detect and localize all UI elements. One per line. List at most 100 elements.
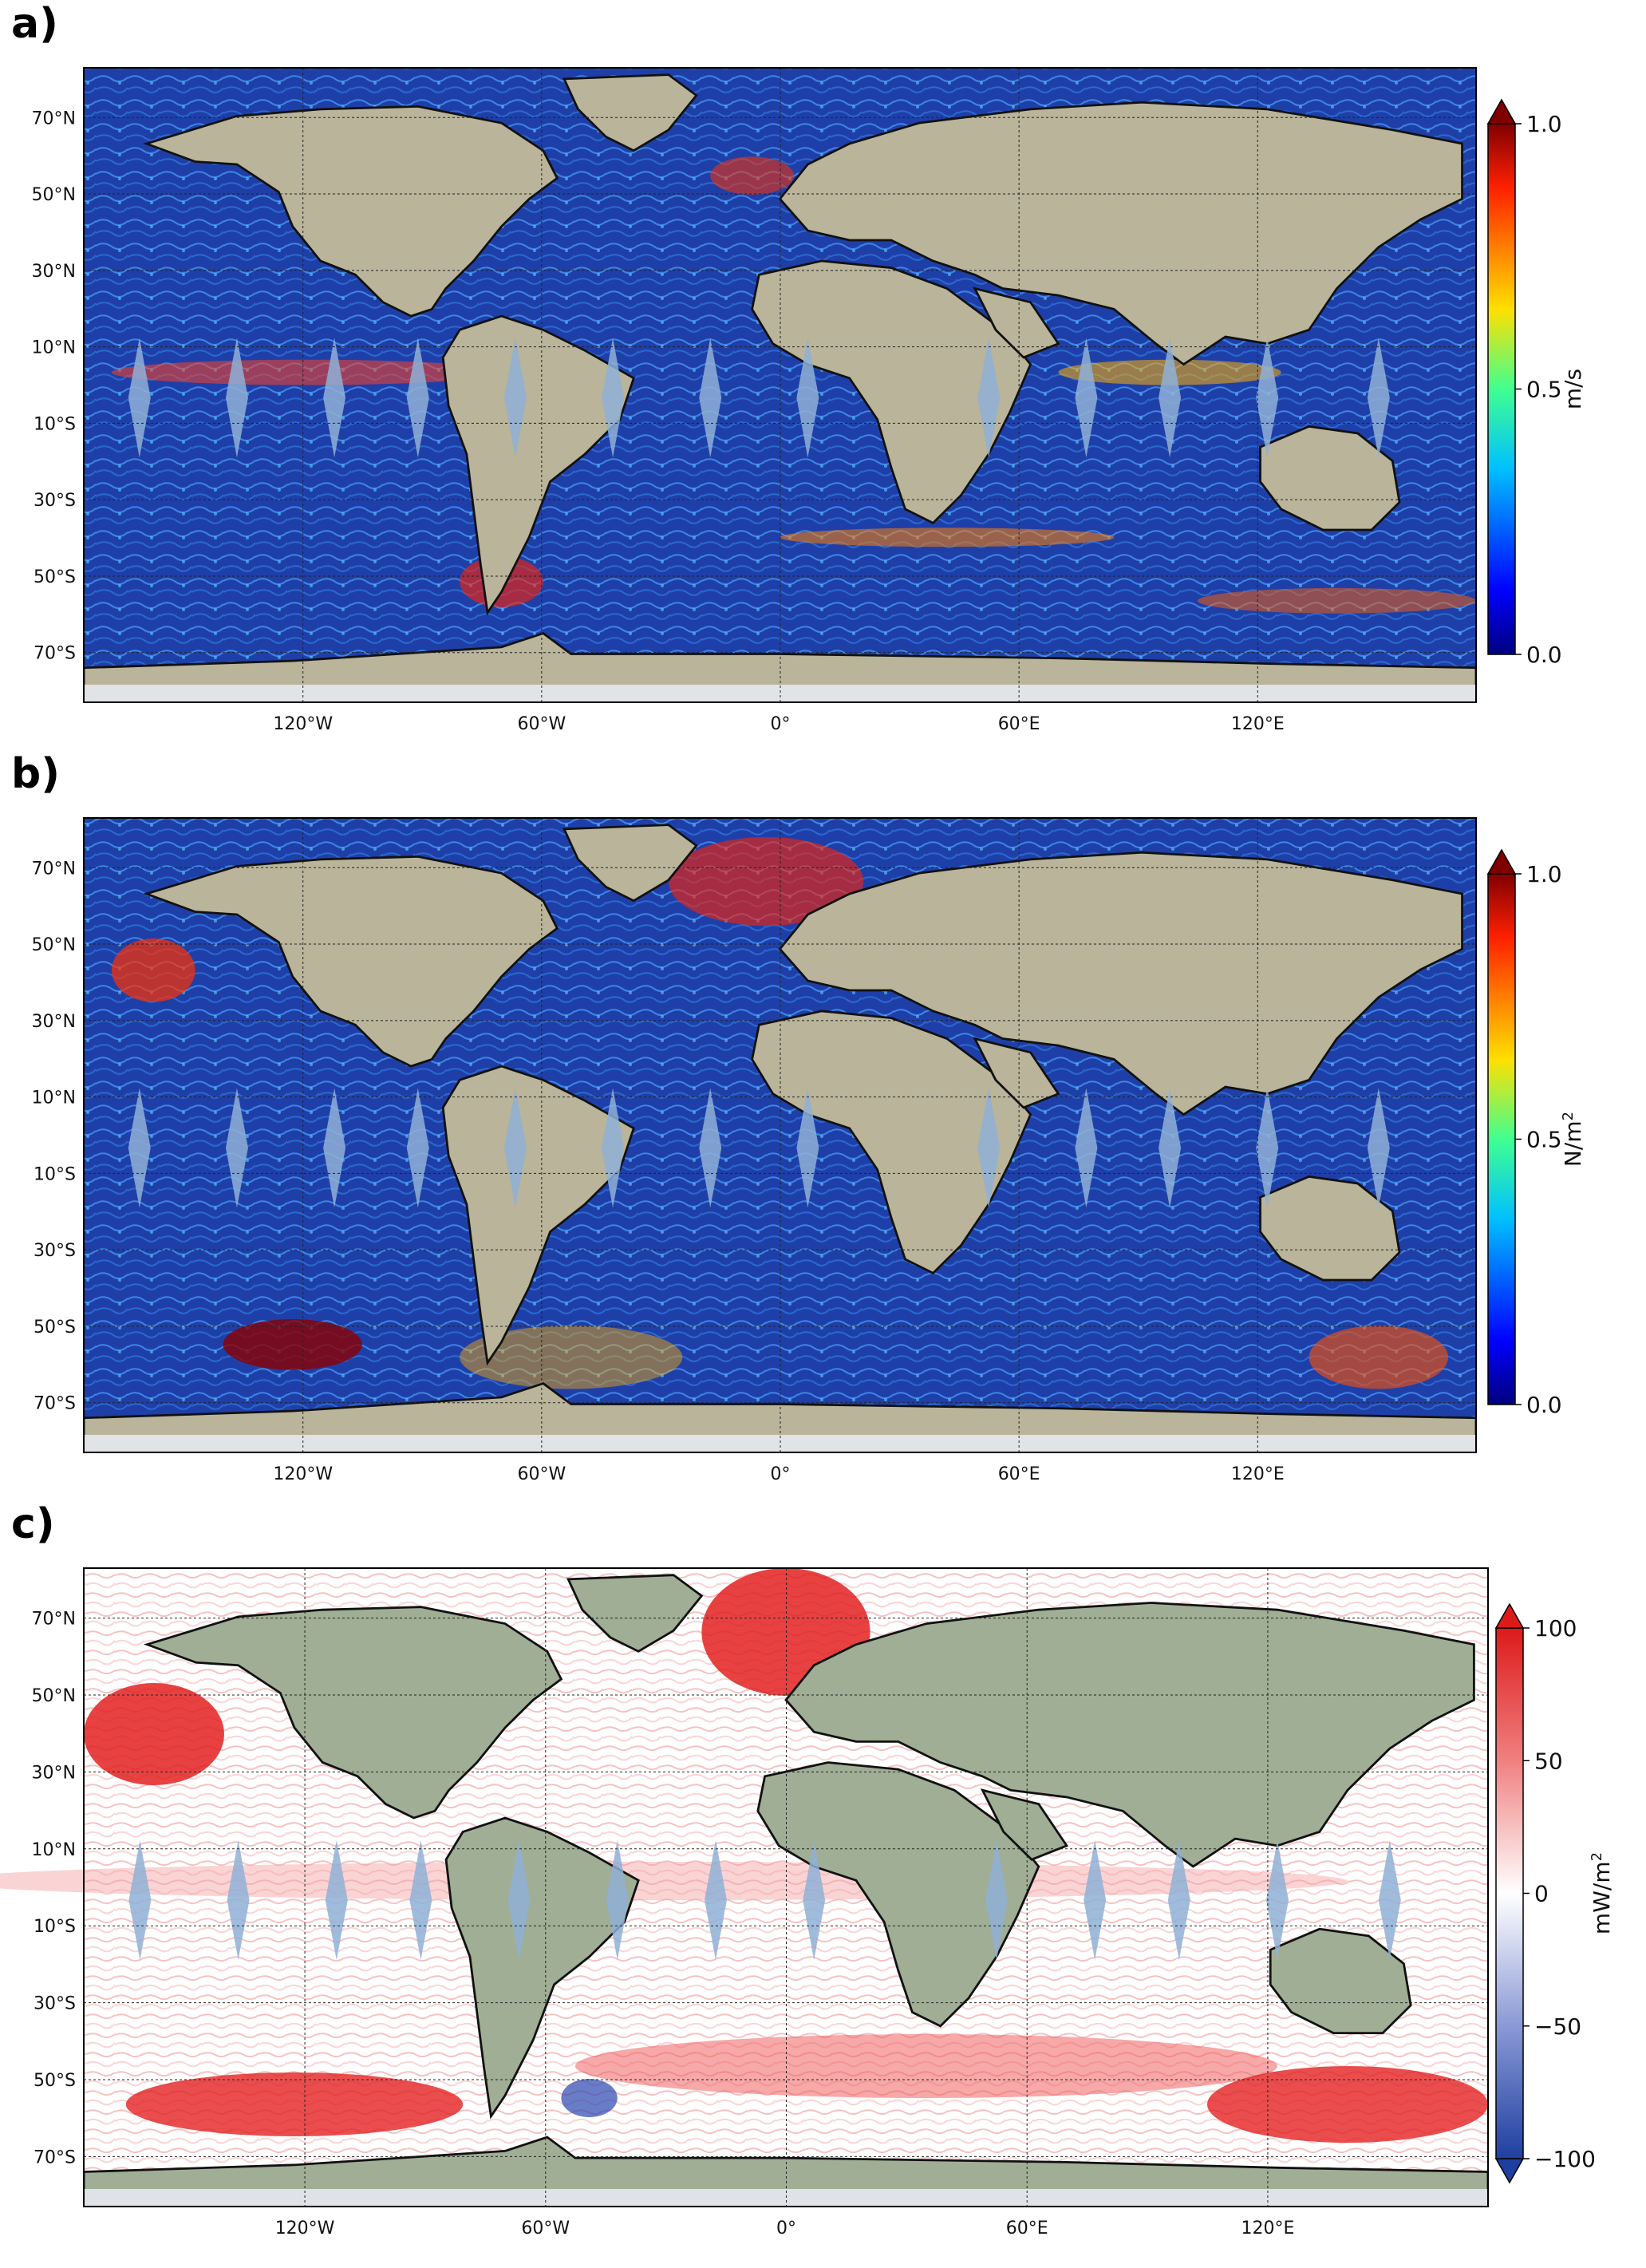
colorbar-tick-label: 50: [1534, 1748, 1563, 1774]
data-gap-swath: [977, 338, 1001, 458]
colorbar-tick-label: 1.0: [1526, 111, 1562, 137]
colorbar-unit-label: N/m2: [1560, 1112, 1587, 1167]
lon-tick-label: 60°E: [998, 1464, 1040, 1484]
data-gap-swath: [128, 1840, 152, 1960]
lon-tick-label: 60°W: [521, 2219, 570, 2238]
lat-tick-label: 50°S: [34, 2071, 76, 2091]
data-gap-swath: [1075, 1088, 1098, 1208]
lat-tick-label: 10°N: [32, 1840, 76, 1860]
data-gap-swath: [985, 1840, 1008, 1960]
data-gap-swath: [1159, 1088, 1182, 1208]
intensity-patch: [710, 156, 794, 195]
lon-tick-label: 120°W: [273, 1464, 333, 1484]
data-gap-swath: [602, 1088, 625, 1208]
colorbar-extend-min: [1494, 2158, 1525, 2184]
data-gap-swath: [225, 338, 248, 458]
data-gap-swath: [1167, 1840, 1190, 1960]
lon-tick-label: 0°: [770, 1464, 790, 1484]
map-frame: [83, 67, 1477, 703]
data-gap-swath: [409, 1840, 432, 1960]
intensity-patch: [223, 1319, 362, 1370]
lat-tick-label: 30°N: [32, 262, 76, 282]
intensity-patch: [0, 1862, 1348, 1900]
map-frame: [83, 1567, 1489, 2207]
data-gap-swath: [323, 1088, 346, 1208]
lat-tick-label: 10°S: [34, 1917, 76, 1937]
intensity-patch: [1198, 587, 1476, 614]
data-gap-swath: [1159, 338, 1182, 458]
data-gap-swath: [323, 338, 346, 458]
data-gap-swath: [796, 338, 819, 458]
lat-tick-label: 30°N: [32, 1763, 76, 1783]
colorbar-tick-label: −100: [1534, 2146, 1596, 2172]
colorbar-unit-label: m/s: [1560, 369, 1586, 409]
lat-tick-label: 30°S: [34, 1241, 76, 1261]
lon-tick-label: 120°W: [275, 2219, 335, 2238]
colorbar-tick-label: 0.0: [1526, 642, 1562, 668]
lon-tick-label: 60°W: [517, 1464, 566, 1484]
lat-tick-label: 70°N: [32, 1610, 76, 1630]
data-gap-swath: [503, 338, 527, 458]
lon-tick-label: 0°: [770, 714, 790, 734]
intensity-patch: [780, 527, 1115, 547]
lat-tick-label: 30°S: [34, 1994, 76, 2014]
lon-tick-label: 120°W: [273, 714, 333, 734]
map-panel-b: 70°N 50°N 30°N 10°N 10°S 30°S 50°S 70°S 120°W 60°…: [32, 817, 1587, 1484]
data-gap-swath: [606, 1840, 629, 1960]
antarctic-ice: [84, 1435, 1476, 1452]
colorbar: [1487, 123, 1516, 655]
lat-tick-label: 50°S: [34, 1318, 76, 1337]
data-gap-swath: [1084, 1840, 1107, 1960]
data-gap-swath: [705, 1840, 727, 1960]
intensity-patch: [125, 2072, 464, 2136]
intensity-patch: [1207, 2066, 1488, 2143]
panel-label-c: c): [11, 1500, 55, 1548]
lon-tick-label: 60°W: [517, 714, 566, 734]
colorbar-extend-max: [1494, 1602, 1525, 1629]
lat-tick-label: 50°N: [32, 185, 76, 205]
data-gap-swath: [128, 1088, 151, 1208]
colorbar-tick-label: 0.5: [1526, 1127, 1562, 1153]
data-gap-swath: [602, 338, 625, 458]
lon-tick-label: 60°E: [1006, 2219, 1048, 2238]
panel-label-b: b): [11, 750, 60, 798]
data-gap-swath: [977, 1088, 1001, 1208]
colorbar-tick-label: 100: [1534, 1615, 1577, 1642]
intensity-patch: [668, 836, 864, 927]
data-gap-swath: [507, 1840, 531, 1960]
lat-tick-label: 50°N: [32, 1686, 76, 1706]
lon-tick-label: 60°E: [998, 714, 1040, 734]
data-gap-swath: [1256, 338, 1279, 458]
lon-tick-label: 0°: [776, 2219, 796, 2238]
intensity-patch: [575, 2034, 1277, 2098]
lat-tick-label: 10°N: [32, 1089, 76, 1108]
data-gap-swath: [406, 1088, 429, 1208]
data-gap-swath: [1266, 1840, 1289, 1960]
intensity-patch: [84, 1683, 224, 1785]
intensity-patch: [111, 359, 502, 385]
lat-tick-label: 30°N: [32, 1012, 76, 1032]
data-gap-swath: [803, 1840, 826, 1960]
colorbar-tick-label: 0.0: [1526, 1392, 1562, 1418]
data-gap-swath: [1367, 338, 1390, 458]
colorbar-extend-max: [1486, 98, 1517, 124]
colorbar-tick-label: 0.5: [1526, 377, 1562, 403]
data-gap-swath: [1378, 1840, 1401, 1960]
data-gap-swath: [699, 338, 722, 458]
data-gap-swath: [225, 1088, 248, 1208]
data-gap-swath: [227, 1840, 250, 1960]
data-gap-swath: [1075, 338, 1098, 458]
colorbar-unit-label: mW/m2: [1589, 1852, 1616, 1934]
lat-tick-label: 70°S: [34, 2147, 76, 2167]
lat-tick-label: 70°S: [34, 644, 76, 664]
antarctic-ice: [84, 685, 1476, 702]
colorbar-tick-label: −50: [1534, 2013, 1581, 2040]
lon-tick-label: 120°E: [1241, 2219, 1294, 2238]
colorbar-tick-label: 1.0: [1526, 861, 1562, 887]
lat-tick-label: 10°S: [34, 1164, 76, 1184]
data-gap-swath: [1367, 1088, 1390, 1208]
lat-tick-label: 10°S: [34, 414, 76, 434]
intensity-patch: [1309, 1326, 1449, 1389]
data-gap-swath: [325, 1840, 348, 1960]
